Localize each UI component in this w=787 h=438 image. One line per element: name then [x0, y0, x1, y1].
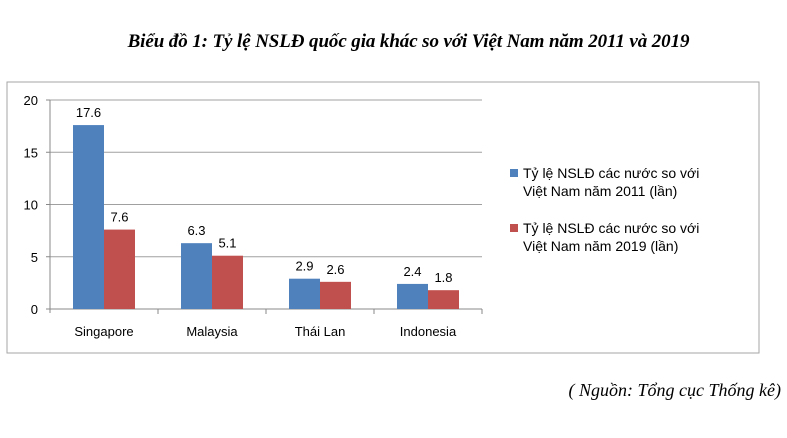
legend-swatch	[510, 224, 518, 232]
data-label: 2.4	[403, 264, 421, 279]
y-tick-label: 5	[31, 250, 38, 265]
bar-2011	[289, 278, 320, 309]
y-tick-label: 20	[24, 93, 38, 108]
bar-2019	[428, 290, 459, 309]
legend-label: Tỷ lệ NSLĐ các nước so với	[523, 220, 699, 236]
data-label: 2.9	[295, 259, 313, 274]
bar-2019	[212, 255, 243, 309]
legend-label: Tỷ lệ NSLĐ các nước so với	[523, 165, 699, 181]
y-tick-label: 15	[24, 145, 38, 160]
chart-title: Biểu đồ 1: Tỷ lệ NSLĐ quốc gia khác so v…	[127, 31, 690, 52]
x-tick-label: Singapore	[74, 324, 133, 339]
legend-label: Việt Nam năm 2019 (lần)	[523, 238, 678, 254]
bar-2011	[181, 243, 212, 309]
x-tick-label: Malaysia	[186, 324, 238, 339]
legend-label: Việt Nam năm 2011 (lần)	[523, 183, 677, 199]
bar-2011	[397, 283, 428, 309]
y-tick-label: 0	[31, 302, 38, 317]
bar-2019	[104, 229, 135, 309]
y-tick-label: 10	[24, 198, 38, 213]
bar-2019	[320, 281, 351, 309]
x-tick-label: Thái Lan	[295, 324, 346, 339]
legend-swatch	[510, 169, 518, 177]
data-label: 5.1	[218, 236, 236, 251]
data-label: 7.6	[110, 210, 128, 225]
source-note: ( Nguồn: Tổng cục Thống kê)	[568, 380, 781, 400]
data-label: 2.6	[326, 262, 344, 277]
data-label: 17.6	[76, 105, 101, 120]
x-tick-label: Indonesia	[400, 324, 457, 339]
data-label: 6.3	[187, 223, 205, 238]
bar-2011	[73, 125, 104, 309]
data-label: 1.8	[434, 270, 452, 285]
